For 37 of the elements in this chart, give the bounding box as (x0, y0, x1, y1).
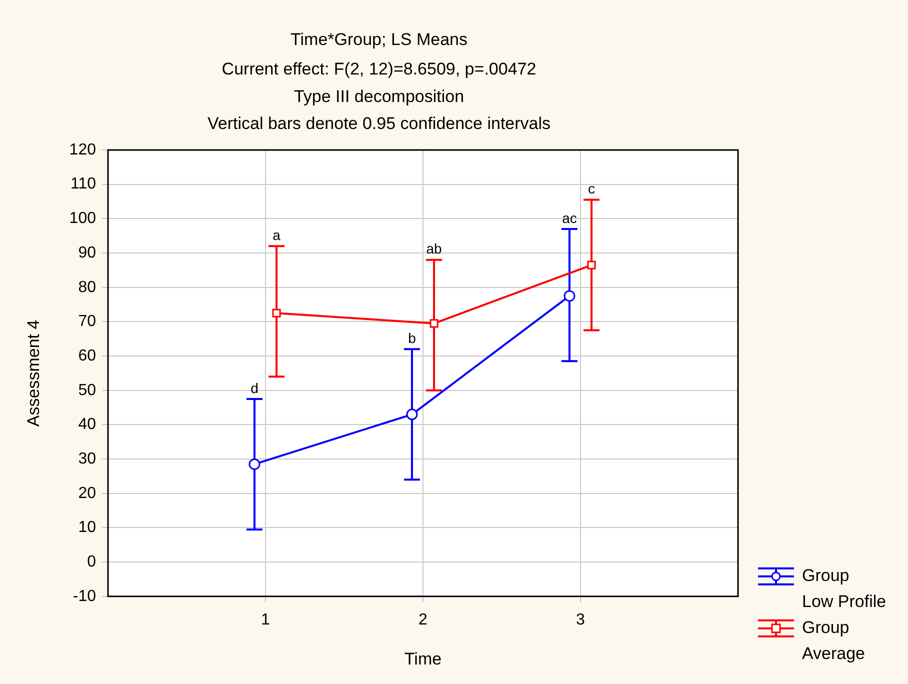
point (406, 408, 418, 420)
annotation: c (588, 180, 596, 197)
y-tick-label: -10 (72, 588, 96, 605)
x-tick-label: 3 (576, 611, 586, 628)
annotation: a (272, 227, 281, 244)
x-axis-title: Time (404, 649, 442, 668)
chart-title: Time*Group; LS Means (290, 30, 468, 49)
y-tick-label: 40 (78, 416, 96, 434)
text: Type III decomposition (294, 86, 464, 106)
y-tick-label: 120 (69, 141, 96, 158)
point (587, 260, 596, 270)
y-tick-label: 110 (70, 176, 96, 193)
annotation: ab (426, 240, 442, 257)
y-tick-label: 20 (78, 484, 96, 502)
legend-label: Group Low Profile (802, 566, 886, 612)
point (248, 458, 260, 470)
y-tick-label: 50 (78, 382, 96, 399)
point (272, 308, 281, 318)
y-tick-label: 70 (78, 313, 96, 330)
y-tick-label: 60 (78, 347, 96, 364)
y-axis-title: Assessment 4 (24, 320, 43, 427)
x-tick-label: 1 (261, 611, 270, 628)
y-tick-label: 100 (69, 210, 96, 228)
y-tick-label: 10 (78, 519, 96, 536)
point (430, 319, 438, 328)
y-tick-label: 80 (78, 278, 96, 296)
y-tick-label: 30 (78, 450, 96, 468)
annotation: d (250, 380, 258, 396)
annotation: b (408, 330, 416, 346)
y-tick-label: 0 (87, 553, 96, 570)
annotation: ac (562, 210, 577, 226)
x-tick-label: 2 (418, 611, 428, 628)
legend-label: Group Average (802, 618, 866, 664)
chart-subtitle: Current effect: F(2, 12)=8.6509, p=.00472 (222, 60, 536, 79)
text: Vertical bars denote 0.95 confidence intervals (207, 114, 551, 134)
y-tick-label: 90 (78, 244, 96, 262)
point (564, 290, 576, 302)
